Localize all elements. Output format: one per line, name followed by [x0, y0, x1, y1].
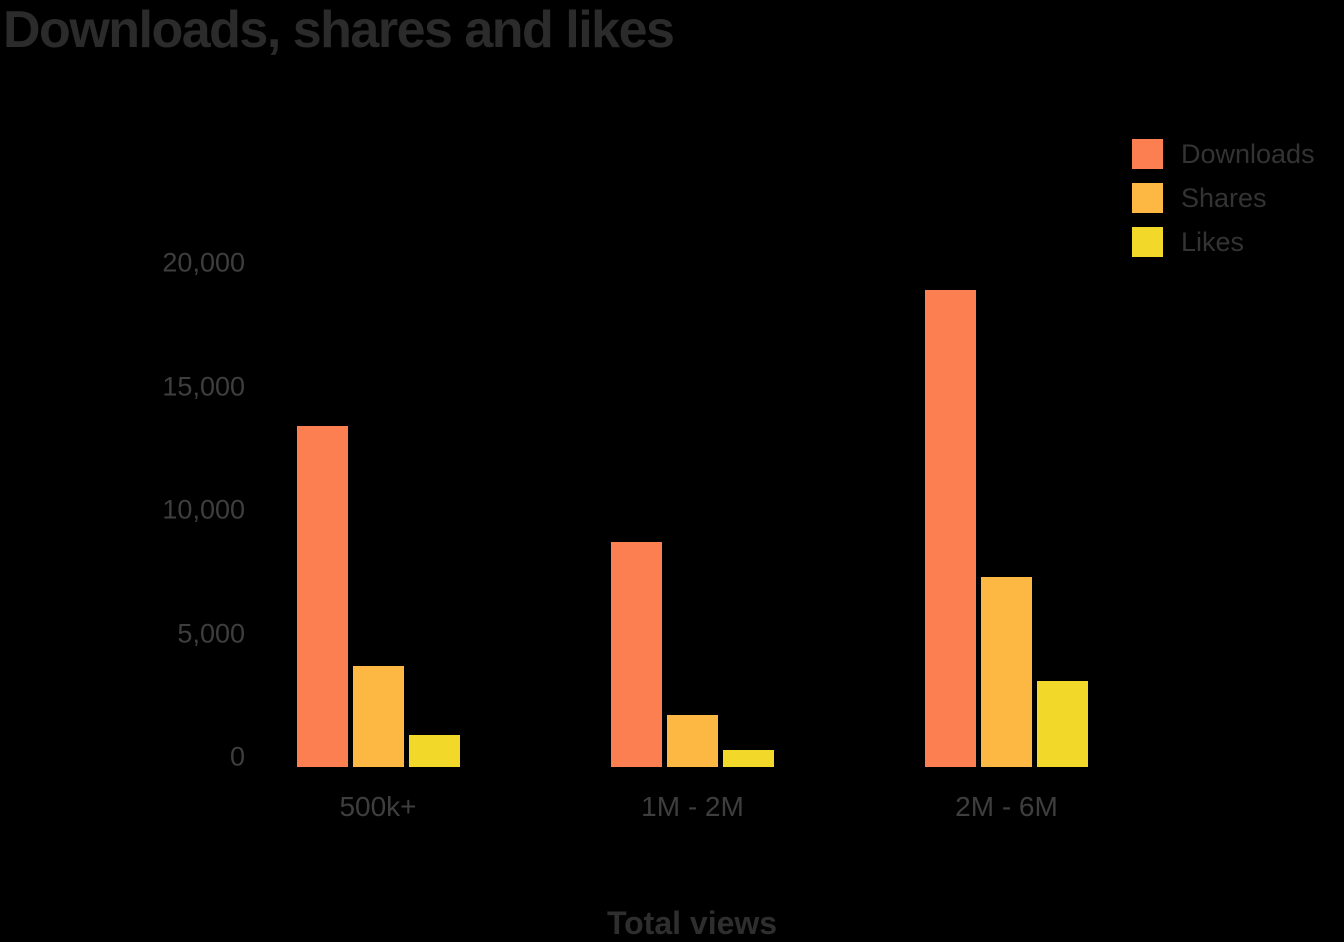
x-category-label: 500k+	[339, 791, 417, 822]
y-tick-label: 20,000	[162, 247, 245, 278]
y-tick-label: 5,000	[177, 618, 245, 648]
x-category-label: 1M - 2M	[641, 791, 744, 822]
legend: Downloads Shares Likes	[1132, 139, 1315, 271]
bar-downloads	[925, 290, 976, 767]
bar-downloads	[611, 542, 662, 767]
bar-downloads	[296, 426, 348, 767]
x-axis-title: Total views	[606, 905, 778, 941]
legend-label: Downloads	[1181, 138, 1315, 169]
y-tick-label: 10,000	[162, 494, 245, 525]
x-category-label: 2M - 6M	[955, 791, 1058, 822]
legend-swatch-icon	[1132, 183, 1163, 213]
bar-shares	[981, 576, 1032, 767]
legend-item-shares: Shares	[1132, 183, 1315, 213]
legend-item-downloads: Downloads	[1132, 139, 1315, 169]
legend-swatch-icon	[1132, 139, 1163, 169]
bar-likes	[1037, 680, 1088, 767]
bar-shares	[667, 715, 718, 767]
bar-likes	[408, 734, 460, 767]
bar-group-2m-6m	[925, 273, 1088, 767]
legend-swatch-icon	[1132, 227, 1163, 257]
y-tick-label: 0	[229, 741, 245, 772]
legend-label: Shares	[1181, 182, 1267, 213]
y-tick-label: 15,000	[162, 371, 245, 401]
legend-item-likes: Likes	[1132, 227, 1315, 257]
bar-group-500k-	[296, 273, 460, 767]
bar-group-1m-2m	[611, 273, 774, 767]
chart-title: Downloads, shares and likes	[3, 1, 675, 59]
bar-shares	[352, 665, 404, 767]
bar-likes	[723, 749, 774, 767]
legend-label: Likes	[1181, 226, 1245, 257]
